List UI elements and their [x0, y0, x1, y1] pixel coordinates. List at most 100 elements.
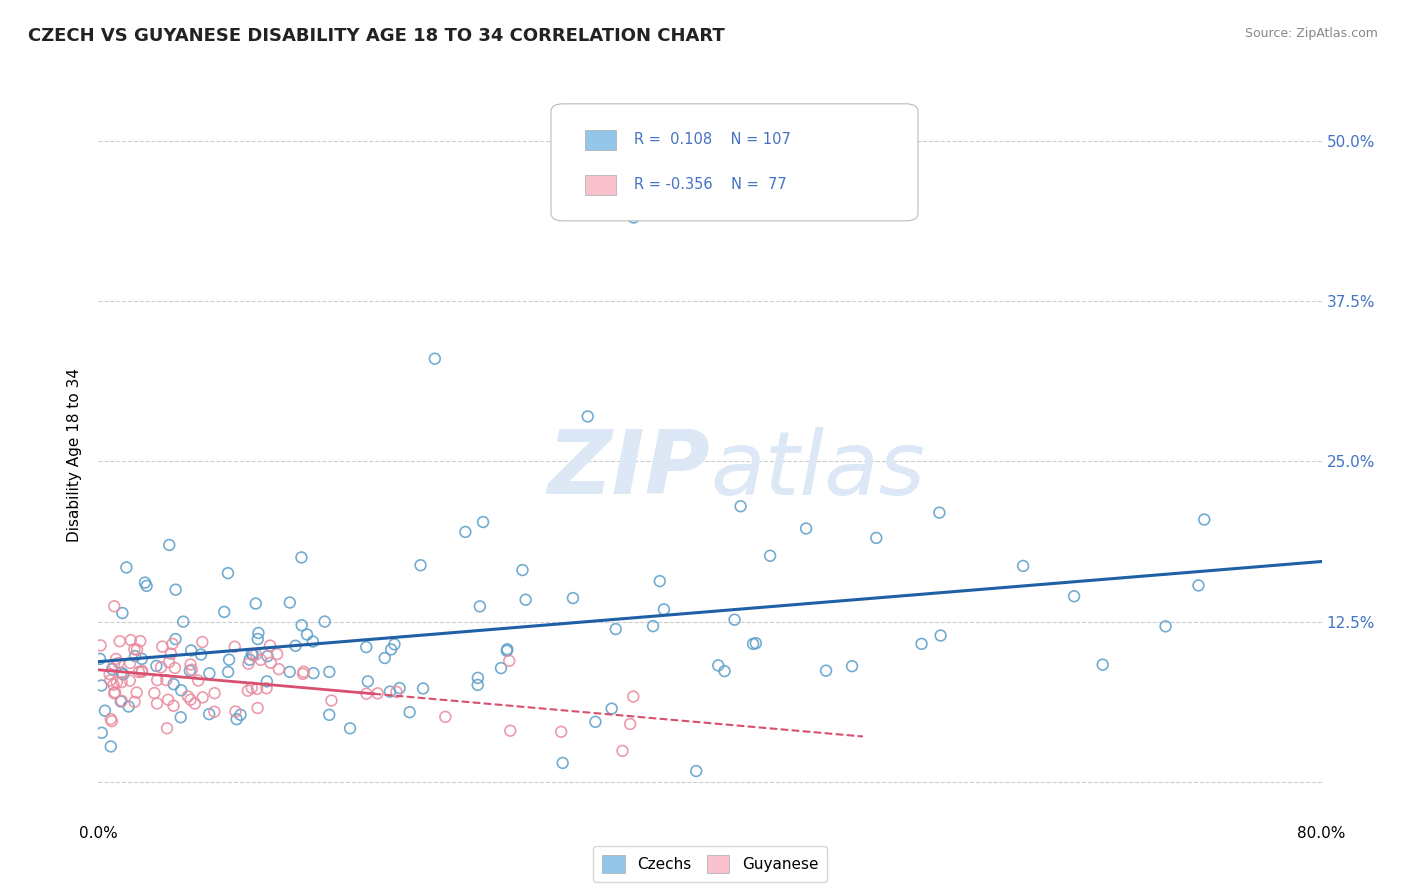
Point	[104, 685, 127, 699]
Point	[90, 639, 112, 653]
Point	[124, 649, 146, 664]
Point	[124, 642, 146, 657]
Point	[291, 666, 314, 681]
Text: R =  0.108    N = 107: R = 0.108 N = 107	[634, 132, 792, 147]
Point	[245, 597, 267, 611]
Point	[1063, 589, 1085, 603]
Point	[107, 656, 129, 670]
Point	[135, 579, 157, 593]
Point	[217, 665, 239, 679]
Text: CZECH VS GUYANESE DISABILITY AGE 18 TO 34 CORRELATION CHART: CZECH VS GUYANESE DISABILITY AGE 18 TO 3…	[28, 27, 725, 45]
Point	[187, 673, 209, 688]
Point	[110, 665, 132, 680]
Point	[412, 681, 434, 696]
Point	[125, 642, 148, 657]
Point	[576, 409, 599, 424]
Point	[707, 658, 730, 673]
Point	[467, 671, 489, 685]
Point	[150, 640, 173, 654]
Point	[454, 524, 477, 539]
Point	[318, 665, 340, 679]
Point	[1187, 578, 1209, 592]
Point	[256, 674, 278, 689]
Point	[90, 678, 112, 692]
Point	[295, 627, 318, 641]
Point	[128, 665, 150, 679]
Point	[180, 657, 202, 672]
Point	[172, 615, 194, 629]
Point	[120, 633, 142, 648]
Point	[910, 637, 932, 651]
Point	[356, 640, 378, 654]
Point	[841, 659, 863, 673]
Point	[98, 667, 121, 681]
Point	[225, 712, 247, 726]
Point	[125, 685, 148, 699]
Point	[357, 674, 380, 689]
Point	[409, 558, 432, 573]
Point	[561, 591, 583, 605]
Point	[117, 699, 139, 714]
Point	[623, 211, 645, 225]
Text: R = -0.356    N =  77: R = -0.356 N = 77	[634, 178, 787, 193]
Point	[180, 663, 202, 677]
Point	[111, 606, 134, 620]
Point	[388, 681, 411, 695]
Point	[103, 657, 125, 672]
Point	[267, 662, 290, 676]
Point	[150, 660, 173, 674]
Point	[515, 592, 537, 607]
Point	[163, 661, 186, 675]
Point	[266, 647, 288, 661]
Point	[204, 686, 226, 700]
Point	[246, 681, 269, 696]
Point	[423, 351, 446, 366]
Point	[551, 756, 574, 770]
Bar	[585, 129, 616, 150]
FancyBboxPatch shape	[551, 103, 918, 221]
Point	[472, 515, 495, 529]
Point	[111, 675, 134, 690]
Point	[165, 582, 187, 597]
Point	[217, 566, 239, 581]
Point	[318, 707, 340, 722]
Point	[94, 704, 117, 718]
Point	[367, 686, 389, 700]
Point	[180, 643, 202, 657]
Point	[1091, 657, 1114, 672]
Point	[713, 664, 735, 678]
Point	[815, 664, 838, 678]
Point	[240, 681, 263, 695]
Point	[467, 678, 489, 692]
Point	[190, 648, 212, 662]
Point	[129, 634, 152, 648]
Point	[156, 721, 179, 735]
Point	[260, 656, 283, 670]
Point	[162, 698, 184, 713]
Y-axis label: Disability Age 18 to 34: Disability Age 18 to 34	[67, 368, 83, 542]
Point	[384, 637, 406, 651]
Point	[302, 666, 325, 681]
Point	[103, 678, 125, 692]
Point	[600, 701, 623, 715]
Point	[165, 632, 187, 647]
Point	[246, 701, 269, 715]
Point	[224, 640, 246, 654]
Point	[648, 574, 671, 588]
Point	[103, 599, 125, 614]
Point	[131, 652, 153, 666]
Point	[621, 690, 644, 704]
Point	[619, 717, 641, 731]
Point	[249, 653, 271, 667]
Point	[356, 687, 378, 701]
Point	[652, 602, 675, 616]
Point	[398, 705, 420, 719]
Point	[101, 714, 124, 728]
Point	[434, 710, 457, 724]
Point	[1012, 558, 1035, 573]
Point	[278, 665, 301, 679]
Point	[742, 637, 765, 651]
Point	[612, 744, 634, 758]
Point	[100, 739, 122, 754]
Point	[134, 575, 156, 590]
